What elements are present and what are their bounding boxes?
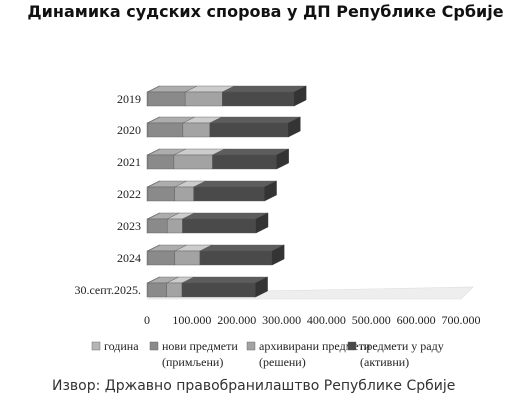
bar-group bbox=[146, 85, 307, 298]
x-tick-label: 300.000 bbox=[262, 313, 301, 327]
bar-segment bbox=[209, 116, 301, 138]
legend-label: нови предмети (примљени) bbox=[162, 339, 238, 369]
legend-label: година bbox=[104, 339, 139, 353]
x-tick-label: 400.000 bbox=[307, 313, 346, 327]
legend-item: архивирани предмети (решени) bbox=[246, 339, 371, 369]
legend: година нови предмети (примљени) архивирани … bbox=[91, 339, 444, 369]
legend-swatch bbox=[91, 341, 101, 351]
bar-segment bbox=[174, 180, 206, 202]
x-tick-label: 0 bbox=[144, 313, 150, 327]
bar-segment bbox=[147, 276, 179, 298]
bar-segment bbox=[193, 180, 277, 202]
category-label: 30.септ.2025. bbox=[74, 283, 141, 297]
source-note: Извор: Државно правобранилаштво Републик… bbox=[52, 378, 456, 394]
x-tick-label: 500.000 bbox=[352, 313, 391, 327]
bar-segment bbox=[166, 276, 195, 298]
bar-segment bbox=[222, 85, 307, 107]
bar-segment bbox=[147, 148, 187, 170]
legend-label: предмети у раду (активни) bbox=[360, 339, 444, 369]
bar-segment bbox=[181, 276, 268, 298]
category-label: 2024 bbox=[117, 251, 141, 265]
legend-item: година bbox=[91, 339, 139, 353]
category-label: 2019 bbox=[117, 92, 141, 106]
legend-swatch bbox=[347, 341, 357, 351]
x-tick-label: 700.000 bbox=[442, 313, 481, 327]
category-label: 2020 bbox=[117, 123, 141, 137]
x-tick-label: 100.000 bbox=[172, 313, 211, 327]
category-label: 2023 bbox=[117, 219, 141, 233]
bar-segment bbox=[199, 244, 285, 266]
legend-label: архивирани предмети (решени) bbox=[259, 339, 371, 369]
legend-item: нови предмети (примљени) bbox=[149, 339, 238, 369]
legend-item: предмети у раду (активни) bbox=[347, 339, 444, 369]
x-tick-label: 200.000 bbox=[217, 313, 256, 327]
chart-title: Динамика судских спорова у ДП Републике … bbox=[27, 2, 504, 21]
category-label: 2021 bbox=[117, 155, 141, 169]
legend-swatch bbox=[246, 341, 256, 351]
legend-swatch bbox=[149, 341, 159, 351]
bar-segment bbox=[182, 212, 269, 234]
bar-segment bbox=[147, 244, 187, 266]
bar-segment bbox=[173, 148, 225, 170]
category-label: 2022 bbox=[117, 187, 141, 201]
x-tick-labels: 0 100.000 200.000 300.000 400.000 500.000 600.… bbox=[144, 313, 481, 327]
bar-segment bbox=[147, 180, 187, 202]
category-labels: 2019 2020 2021 2022 2023 2024 30.септ.2025. bbox=[74, 92, 141, 297]
bar-segment bbox=[147, 116, 195, 138]
bar-segment bbox=[184, 85, 235, 107]
bar-segment bbox=[212, 148, 289, 170]
bar-segment bbox=[182, 116, 222, 138]
x-tick-label: 600.000 bbox=[397, 313, 436, 327]
